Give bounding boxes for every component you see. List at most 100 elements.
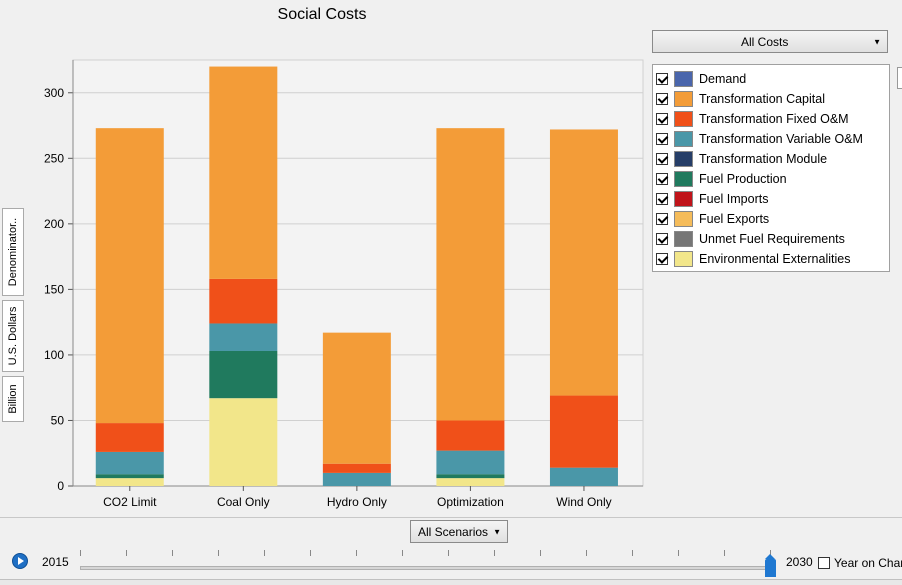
legend-checkbox[interactable] xyxy=(656,173,668,185)
legend-item[interactable]: Demand xyxy=(656,70,746,88)
divider xyxy=(0,517,902,518)
scenario-dropdown[interactable]: All Scenarios ▼ xyxy=(410,520,508,543)
timeline-tick xyxy=(770,550,771,556)
year-on-chart-checkbox[interactable] xyxy=(818,557,830,569)
legend-label: Environmental Externalities xyxy=(699,252,851,266)
legend-item[interactable]: Transformation Variable O&M xyxy=(656,130,863,148)
legend-label: Fuel Imports xyxy=(699,192,769,206)
bar-segment xyxy=(436,474,505,479)
timeline-ticks xyxy=(80,550,771,558)
bar-segment xyxy=(549,129,618,396)
play-icon[interactable] xyxy=(12,553,28,569)
legend-label: Fuel Production xyxy=(699,172,787,186)
bar-segment xyxy=(322,472,391,486)
unit-tab[interactable]: Billion xyxy=(2,376,24,422)
chart-legend: Demand Transformation Capital Transformati… xyxy=(652,64,890,272)
bar-segment xyxy=(209,350,278,399)
bar-segment xyxy=(549,395,618,468)
legend-item[interactable]: Transformation Fixed O&M xyxy=(656,110,849,128)
chevron-down-icon: ▼ xyxy=(493,527,501,536)
currency-tab[interactable]: U.S. Dollars xyxy=(2,300,24,372)
bar-segment xyxy=(549,467,618,486)
legend-item[interactable]: Environmental Externalities xyxy=(656,250,850,268)
legend-item[interactable]: Fuel Exports xyxy=(656,210,769,228)
legend-checkbox[interactable] xyxy=(656,233,668,245)
cost-category-value: All Costs xyxy=(741,34,789,49)
bar-segment xyxy=(436,128,505,421)
bar-segment xyxy=(209,278,278,324)
y-tick-label: 50 xyxy=(51,413,65,427)
legend-item[interactable]: Fuel Production xyxy=(656,170,787,188)
legend-label: Demand xyxy=(699,72,747,86)
timeline-tick xyxy=(80,550,81,556)
legend-checkbox[interactable] xyxy=(656,93,668,105)
y-tick-label: 250 xyxy=(44,151,64,165)
legend-checkbox[interactable] xyxy=(656,253,668,265)
legend-swatch xyxy=(674,71,693,87)
legend-toggle-button[interactable] xyxy=(897,67,902,89)
timeline-tick xyxy=(678,550,679,556)
y-tick-label: 0 xyxy=(57,479,64,493)
timeline-tick xyxy=(402,550,403,556)
timeline-tick xyxy=(126,550,127,556)
denominator-tab[interactable]: Denominator.. xyxy=(2,208,24,296)
timeline-slider-track[interactable] xyxy=(80,566,772,570)
y-tick-label: 150 xyxy=(44,282,64,296)
timeline-tick xyxy=(540,550,541,556)
legend-swatch xyxy=(674,171,693,187)
legend-swatch xyxy=(674,211,693,227)
legend-label: Transformation Variable O&M xyxy=(699,132,863,146)
bar-segment xyxy=(436,478,505,486)
bar-segment xyxy=(436,420,505,451)
x-tick-label: CO2 Limit xyxy=(103,495,157,509)
timeline-slider-thumb[interactable] xyxy=(765,554,776,577)
bar-segment xyxy=(95,474,164,479)
bar-segment xyxy=(436,450,505,475)
x-tick-label: Coal Only xyxy=(217,495,270,509)
legend-checkbox[interactable] xyxy=(656,193,668,205)
bar-segment xyxy=(322,332,391,464)
legend-checkbox[interactable] xyxy=(656,73,668,85)
bar-segment xyxy=(209,398,278,486)
legend-checkbox[interactable] xyxy=(656,133,668,145)
chevron-down-icon: ▼ xyxy=(873,37,881,46)
bar-segment xyxy=(209,66,278,279)
legend-label: Transformation Capital xyxy=(699,92,825,106)
year-on-chart-label: Year on Chart xyxy=(834,556,902,570)
legend-swatch xyxy=(674,231,693,247)
cost-category-dropdown[interactable]: All Costs ▼ xyxy=(652,30,888,53)
x-tick-label: Wind Only xyxy=(556,495,611,509)
legend-label: Transformation Fixed O&M xyxy=(699,112,849,126)
timeline-tick xyxy=(356,550,357,556)
bar-segment xyxy=(95,478,164,486)
legend-checkbox[interactable] xyxy=(656,213,668,225)
timeline-end-year: 2030 xyxy=(786,555,813,569)
bar-segment xyxy=(95,423,164,452)
legend-checkbox[interactable] xyxy=(656,153,668,165)
y-tick-label: 100 xyxy=(44,348,64,362)
y-tick-label: 200 xyxy=(44,217,64,231)
legend-item[interactable]: Unmet Fuel Requirements xyxy=(656,230,845,248)
legend-swatch xyxy=(674,151,693,167)
year-on-chart-toggle[interactable]: Year on Chart xyxy=(818,556,902,570)
bar-segment xyxy=(95,128,164,424)
timeline-tick xyxy=(264,550,265,556)
timeline-tick xyxy=(494,550,495,556)
bar-segment xyxy=(95,451,164,475)
bar-segment xyxy=(322,463,391,473)
legend-item[interactable]: Transformation Capital xyxy=(656,90,825,108)
legend-checkbox[interactable] xyxy=(656,113,668,125)
legend-item[interactable]: Fuel Imports xyxy=(656,190,768,208)
legend-label: Unmet Fuel Requirements xyxy=(699,232,845,246)
legend-label: Fuel Exports xyxy=(699,212,770,226)
y-tick-label: 300 xyxy=(44,86,64,100)
bar-segment xyxy=(209,323,278,351)
timeline-start-year: 2015 xyxy=(42,555,69,569)
legend-swatch xyxy=(674,131,693,147)
legend-swatch xyxy=(674,191,693,207)
timeline-tick xyxy=(724,550,725,556)
legend-swatch xyxy=(674,111,693,127)
chart-title: Social Costs xyxy=(277,6,367,23)
x-tick-label: Optimization xyxy=(437,495,504,509)
legend-item[interactable]: Transformation Module xyxy=(656,150,827,168)
